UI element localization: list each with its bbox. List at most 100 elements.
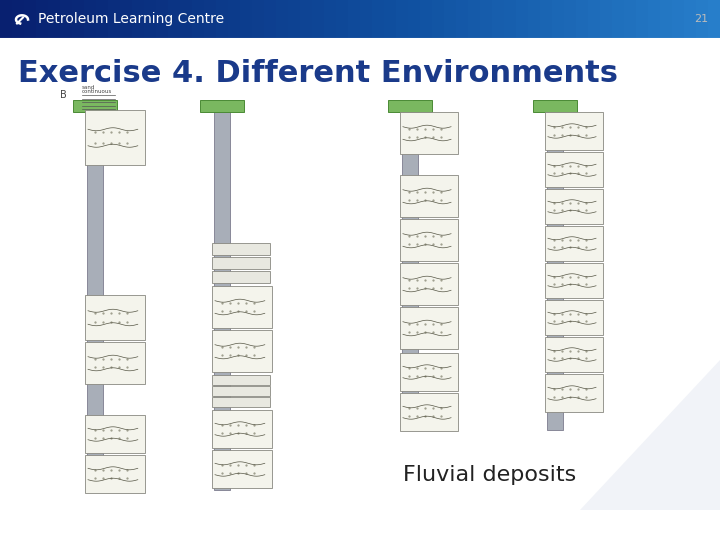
Bar bbox=[545, 112, 603, 150]
Bar bbox=[600, 268, 603, 293]
Bar bbox=[269, 292, 272, 322]
Bar bbox=[269, 416, 272, 442]
Bar bbox=[400, 175, 458, 217]
Bar bbox=[372, 0, 385, 39]
Bar bbox=[545, 189, 603, 224]
Bar bbox=[24, 0, 37, 39]
Text: Fluvial deposits: Fluvial deposits bbox=[403, 465, 577, 485]
Bar bbox=[648, 0, 661, 39]
Bar bbox=[684, 0, 697, 39]
Polygon shape bbox=[580, 360, 720, 510]
Bar bbox=[87, 108, 103, 490]
Bar bbox=[212, 410, 272, 448]
Bar bbox=[212, 386, 270, 396]
Bar bbox=[348, 0, 361, 39]
Bar bbox=[84, 0, 97, 39]
Bar bbox=[455, 118, 458, 148]
Bar bbox=[212, 330, 272, 372]
Bar bbox=[199, 100, 244, 112]
Bar bbox=[672, 0, 685, 39]
Bar bbox=[85, 110, 145, 165]
Bar bbox=[545, 300, 603, 335]
Bar bbox=[336, 0, 349, 39]
Bar bbox=[600, 342, 603, 367]
Bar bbox=[396, 0, 409, 39]
Bar bbox=[504, 0, 517, 39]
Bar bbox=[142, 348, 145, 377]
Bar bbox=[576, 0, 589, 39]
Bar bbox=[545, 337, 603, 372]
Bar bbox=[624, 0, 637, 39]
Bar bbox=[387, 100, 433, 112]
Bar bbox=[269, 336, 272, 366]
Bar bbox=[85, 295, 145, 340]
Bar bbox=[288, 0, 301, 39]
Bar bbox=[456, 0, 469, 39]
Bar bbox=[400, 393, 458, 431]
Bar bbox=[276, 0, 289, 39]
Bar bbox=[156, 0, 169, 39]
Bar bbox=[85, 455, 145, 493]
Bar bbox=[142, 302, 145, 333]
Bar bbox=[108, 0, 121, 39]
Bar bbox=[204, 0, 217, 39]
Bar bbox=[142, 421, 145, 447]
Bar bbox=[636, 0, 649, 39]
Bar bbox=[96, 0, 109, 39]
Bar bbox=[120, 0, 133, 39]
Bar bbox=[269, 456, 272, 482]
Bar bbox=[400, 219, 458, 261]
Bar bbox=[73, 100, 117, 112]
Bar bbox=[533, 100, 577, 112]
Bar bbox=[144, 0, 157, 39]
Bar bbox=[516, 0, 529, 39]
Bar bbox=[432, 0, 445, 39]
Bar bbox=[480, 0, 493, 39]
Bar bbox=[588, 0, 601, 39]
Bar bbox=[540, 0, 553, 39]
Bar bbox=[468, 0, 481, 39]
Bar bbox=[600, 231, 603, 256]
Bar bbox=[360, 0, 373, 39]
Bar bbox=[60, 0, 73, 39]
Bar bbox=[455, 269, 458, 299]
Bar bbox=[132, 0, 145, 39]
Text: sand: sand bbox=[82, 85, 95, 90]
Bar bbox=[180, 0, 193, 39]
Bar bbox=[72, 0, 85, 39]
Bar bbox=[455, 399, 458, 426]
Bar bbox=[384, 0, 397, 39]
Bar bbox=[455, 181, 458, 211]
Bar bbox=[444, 0, 457, 39]
Bar bbox=[600, 0, 613, 39]
Bar bbox=[420, 0, 433, 39]
Bar bbox=[455, 225, 458, 255]
Bar bbox=[212, 286, 272, 328]
Bar bbox=[324, 0, 337, 39]
Bar bbox=[214, 108, 230, 490]
Bar bbox=[455, 313, 458, 343]
Bar bbox=[300, 0, 313, 39]
Bar bbox=[212, 375, 270, 385]
Bar bbox=[168, 0, 181, 39]
Bar bbox=[400, 307, 458, 349]
Bar bbox=[600, 305, 603, 330]
Bar bbox=[552, 0, 565, 39]
Bar bbox=[600, 194, 603, 219]
Bar bbox=[12, 0, 25, 39]
Bar bbox=[545, 226, 603, 261]
Bar bbox=[252, 0, 265, 39]
Bar bbox=[612, 0, 625, 39]
Bar bbox=[142, 461, 145, 487]
Bar bbox=[400, 112, 458, 154]
Bar bbox=[264, 0, 277, 39]
Bar bbox=[696, 0, 709, 39]
Bar bbox=[228, 0, 241, 39]
Bar bbox=[492, 0, 505, 39]
Bar bbox=[600, 118, 603, 144]
Bar bbox=[212, 271, 270, 283]
Bar bbox=[528, 0, 541, 39]
Bar bbox=[400, 353, 458, 391]
Bar bbox=[216, 0, 229, 39]
Bar bbox=[600, 380, 603, 406]
